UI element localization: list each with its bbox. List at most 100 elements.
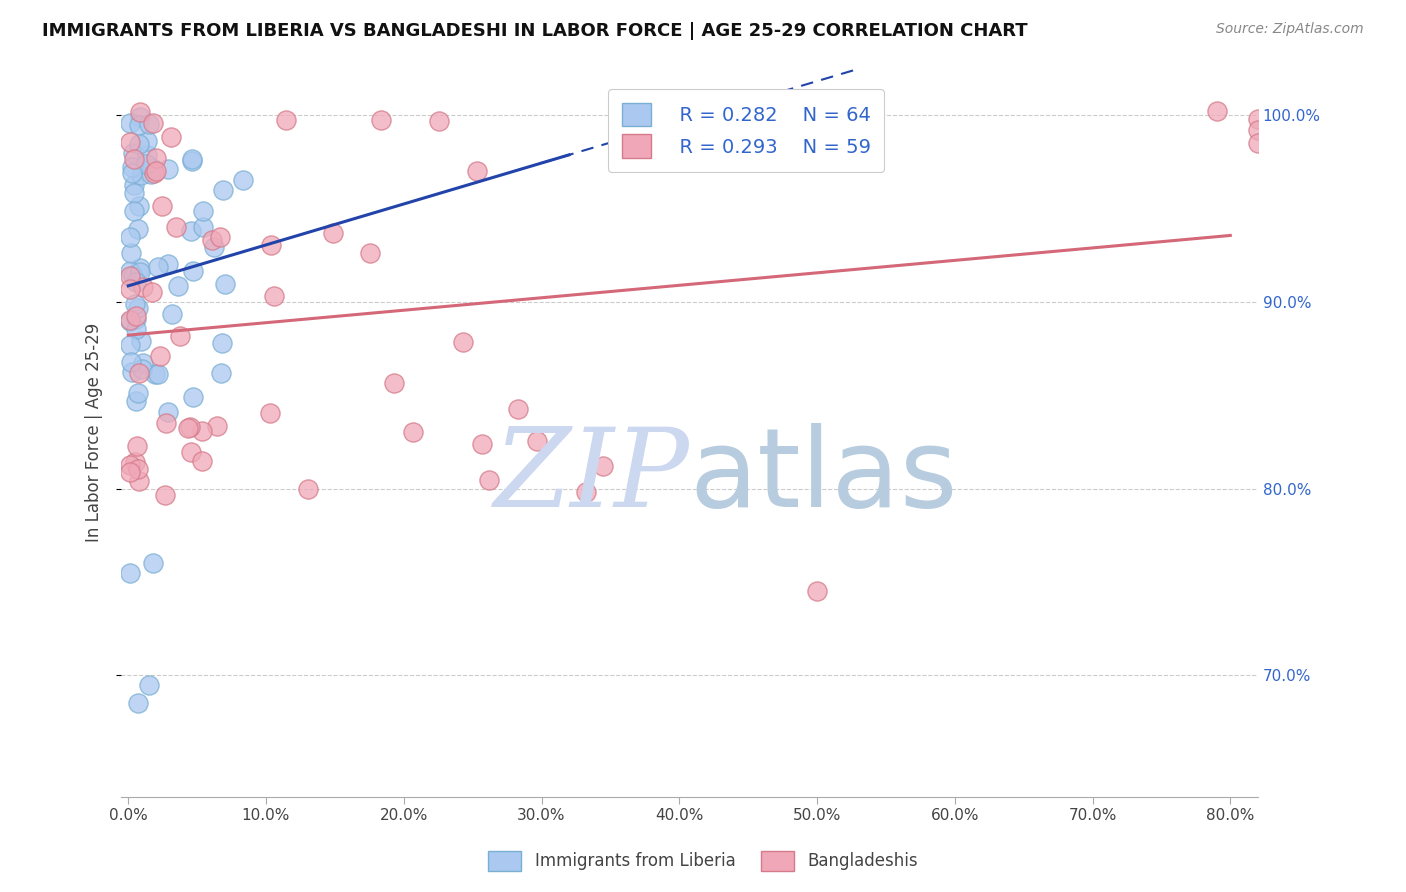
Point [166,279,188,293]
Point [401,425,423,439]
Point [204,240,226,254]
Point [359,245,381,260]
Point [128,366,150,380]
Point [127,385,149,400]
Point [128,474,150,488]
Point [124,455,146,469]
Point [191,203,214,218]
Point [232,172,254,186]
Point [191,424,214,438]
Point [207,419,229,434]
Point [125,439,148,453]
Point [135,134,157,148]
Point [169,328,191,343]
Point [470,437,492,451]
Point [180,224,202,238]
Point [142,116,165,130]
Point [120,354,142,368]
Point [155,416,177,430]
Point [1247,112,1270,126]
Point [118,338,141,352]
Point [121,161,143,175]
Point [209,366,232,380]
Text: Source: ZipAtlas.com: Source: ZipAtlas.com [1216,22,1364,37]
Point [180,153,202,168]
Point [526,434,548,449]
Point [141,161,163,176]
Point [128,199,150,213]
Point [118,268,141,283]
Point [1247,136,1270,151]
Point [122,178,145,193]
Point [156,405,179,419]
Point [806,584,828,599]
Point [125,311,148,326]
Point [180,152,202,166]
Point [575,484,598,499]
Point [155,488,177,502]
Point [506,402,529,417]
Point [427,114,450,128]
Point [129,334,152,349]
Point [118,136,141,150]
Point [125,322,148,336]
Point [478,473,501,487]
Point [118,230,141,244]
Point [166,219,188,234]
Point [214,277,236,292]
Point [127,222,149,236]
Point [122,204,145,219]
Point [209,229,232,244]
Point [135,156,157,170]
Point [181,390,204,404]
Point [160,130,183,145]
Point [179,419,201,434]
Point [145,152,167,166]
Point [181,264,204,278]
Point [149,349,172,363]
Point [118,465,141,479]
Point [129,265,152,279]
Point [145,164,167,178]
Point [1205,104,1227,119]
Point [118,282,141,296]
Point [132,356,155,370]
Point [191,454,214,468]
Point [142,556,165,570]
Point [259,406,281,420]
Point [382,376,405,390]
Point [121,166,143,180]
Point [118,313,141,327]
Point [274,112,297,127]
Point [141,285,163,299]
Text: atlas: atlas [689,423,957,530]
Legend: Immigrants from Liberia, Bangladeshis: Immigrants from Liberia, Bangladeshis [479,842,927,880]
Point [128,118,150,132]
Point [180,445,202,459]
Point [120,246,142,260]
Point [122,145,145,160]
Point [118,566,141,580]
Point [127,301,149,315]
Point [125,394,148,409]
Point [131,361,153,376]
Point [127,461,149,475]
Point [138,678,160,692]
Point [128,110,150,124]
Point [370,112,392,127]
Point [121,268,143,283]
Point [465,163,488,178]
Text: IMMIGRANTS FROM LIBERIA VS BANGLADESHI IN LABOR FORCE | AGE 25-29 CORRELATION CH: IMMIGRANTS FROM LIBERIA VS BANGLADESHI I… [42,22,1028,40]
Point [297,482,319,496]
Point [191,219,214,234]
Point [118,116,141,130]
Point [124,186,146,200]
Point [212,183,235,197]
Point [128,137,150,152]
Point [138,117,160,131]
Point [121,365,143,379]
Point [141,167,163,181]
Point [143,367,166,381]
Y-axis label: In Labor Force | Age 25-29: In Labor Force | Age 25-29 [86,323,103,542]
Point [162,307,184,321]
